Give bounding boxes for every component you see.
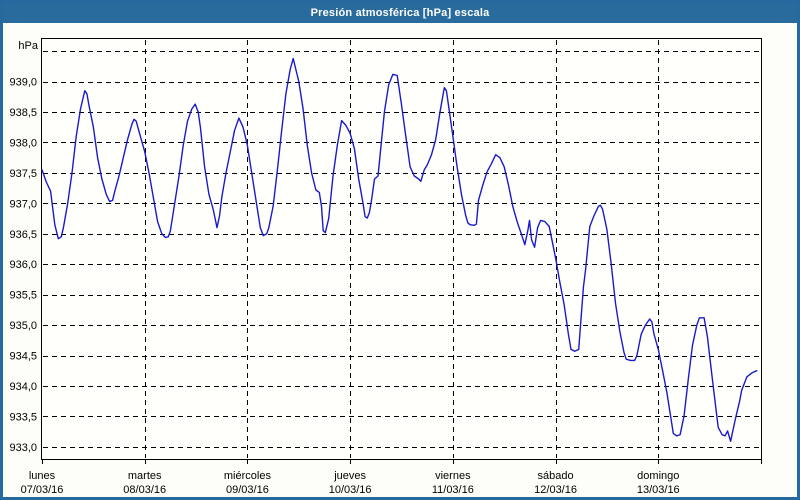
y-tick-label: 938,5	[9, 107, 37, 119]
x-date-label: 11/03/16	[432, 484, 474, 496]
y-tick-label: 938,0	[9, 137, 37, 149]
x-day-label: sábado	[538, 470, 574, 482]
y-tick-label: 933,5	[9, 411, 37, 423]
title-bar: Presión atmosférica [hPa] escala	[0, 0, 800, 23]
x-date-label: 07/03/16	[21, 484, 64, 496]
x-day-label: miércoles	[224, 470, 272, 482]
x-date-label: 12/03/16	[534, 484, 577, 496]
y-tick-label: 933,0	[9, 442, 37, 454]
y-tick-label: 937,5	[9, 168, 37, 180]
x-day-label: lunes	[29, 470, 56, 482]
x-day-label: domingo	[637, 470, 679, 482]
x-day-label: jueves	[333, 470, 366, 482]
y-tick-label: 939,0	[9, 77, 37, 89]
x-date-label: 09/03/16	[226, 484, 269, 496]
x-date-label: 08/03/16	[123, 484, 166, 496]
x-day-label: viernes	[435, 470, 471, 482]
x-day-label: martes	[128, 470, 162, 482]
pressure-series-line	[41, 57, 758, 442]
y-tick-label: 935,5	[9, 290, 37, 302]
y-tick-label: 937,0	[9, 198, 37, 210]
y-tick-label: 934,0	[9, 381, 37, 393]
x-date-label: 13/03/16	[637, 484, 680, 496]
x-date-label: 10/03/16	[329, 484, 372, 496]
y-tick-label: 936,5	[9, 229, 37, 241]
y-tick-label: 934,5	[9, 351, 37, 363]
y-tick-label: 936,0	[9, 259, 37, 271]
plot-frame	[41, 38, 762, 460]
chart-title: Presión atmosférica [hPa] escala	[310, 6, 490, 19]
y-tick-label: 935,0	[9, 320, 37, 332]
y-axis-unit-label: hPa	[18, 40, 38, 52]
